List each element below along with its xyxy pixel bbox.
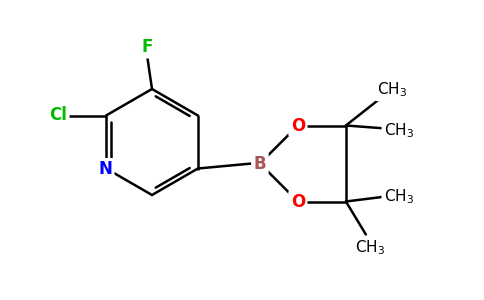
Text: CH$_3$: CH$_3$ xyxy=(384,121,414,140)
Text: F: F xyxy=(141,38,152,56)
Text: CH$_3$: CH$_3$ xyxy=(377,80,407,99)
Text: O: O xyxy=(291,193,305,211)
Text: Cl: Cl xyxy=(49,106,67,124)
Text: B: B xyxy=(254,154,266,172)
Text: CH$_3$: CH$_3$ xyxy=(355,238,385,257)
Text: N: N xyxy=(98,160,112,178)
Text: CH$_3$: CH$_3$ xyxy=(384,187,414,206)
Text: O: O xyxy=(291,116,305,134)
